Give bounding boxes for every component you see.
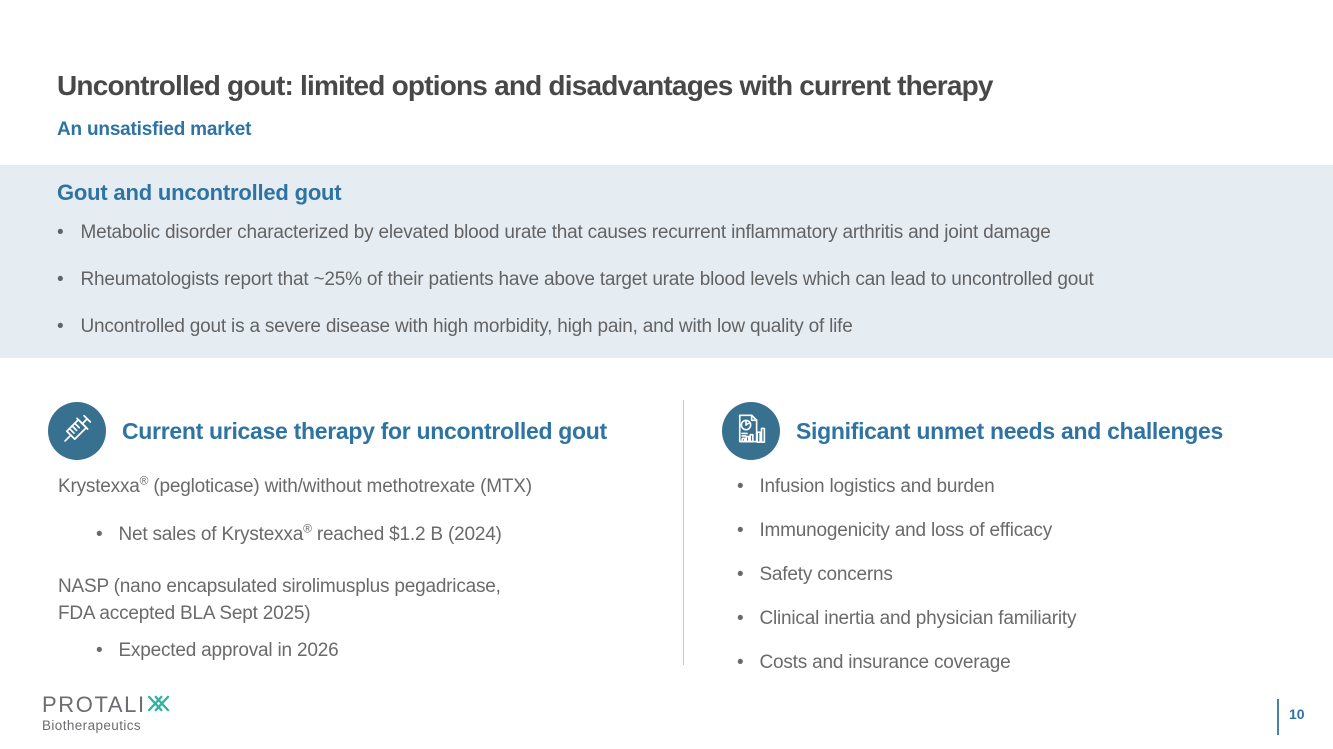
logo-subtitle: Biotherapeutics: [42, 718, 142, 733]
unmet-needs-heading: Significant unmet needs and challenges: [796, 417, 1223, 444]
registered-mark: ®: [303, 521, 312, 536]
therapy-line-krystexxa: Krystexxa® (pegloticase) with/without me…: [58, 473, 532, 497]
therapy-bullet-approval: Expected approval in 2026: [96, 641, 664, 660]
syringe-icon: [57, 409, 97, 454]
unmet-needs-header: Significant unmet needs and challenges: [722, 402, 1288, 460]
overview-bullet: Uncontrolled gout is a severe disease wi…: [57, 316, 1297, 338]
unmet-needs-bullet: Safety concerns: [737, 564, 1288, 586]
slide-subtitle: An unsatisfied market: [57, 119, 252, 140]
therapy-line-nasp: NASP (nano encapsulated sirolimusplus pe…: [58, 576, 501, 624]
overview-heading: Gout and uncontrolled gout: [57, 180, 342, 205]
current-therapy-heading: Current uricase therapy for uncontrolled…: [122, 417, 607, 444]
current-therapy-header: Current uricase therapy for uncontrolled…: [48, 402, 664, 460]
page-number-divider: [1277, 699, 1279, 735]
column-divider: [683, 400, 684, 665]
current-therapy-section: Current uricase therapy for uncontrolled…: [48, 402, 664, 689]
report-chart-icon-circle: [722, 402, 780, 460]
overview-bullet: Metabolic disorder characterized by elev…: [57, 222, 1297, 244]
logo-double-x-icon: [147, 695, 172, 717]
unmet-needs-section: Significant unmet needs and challenges I…: [722, 402, 1288, 696]
syringe-icon-circle: [48, 402, 106, 460]
slide-title: Uncontrolled gout: limited options and d…: [57, 70, 993, 101]
protalix-logo: PROTALI Biotherapeutics: [42, 692, 172, 733]
therapy-bullet-net-sales: Net sales of Krystexxa® reached $1.2 B (…: [96, 521, 664, 544]
unmet-needs-bullet: Costs and insurance coverage: [737, 652, 1288, 674]
unmet-needs-bullet: Clinical inertia and physician familiari…: [737, 608, 1288, 630]
overview-bullet-list: Metabolic disorder characterized by elev…: [57, 222, 1297, 363]
logo-wordmark: PROTALI: [42, 692, 146, 717]
unmet-needs-bullet: Infusion logistics and burden: [737, 476, 1288, 498]
page-number: 10: [1289, 706, 1305, 722]
report-chart-icon: [731, 409, 771, 454]
unmet-needs-list: Infusion logistics and burden Immunogeni…: [722, 476, 1288, 674]
registered-mark: ®: [139, 473, 149, 488]
current-therapy-content: Krystexxa® (pegloticase) with/without me…: [48, 473, 664, 660]
unmet-needs-bullet: Immunogenicity and loss of efficacy: [737, 520, 1288, 542]
overview-bullet: Rheumatologists report that ~25% of thei…: [57, 269, 1297, 291]
